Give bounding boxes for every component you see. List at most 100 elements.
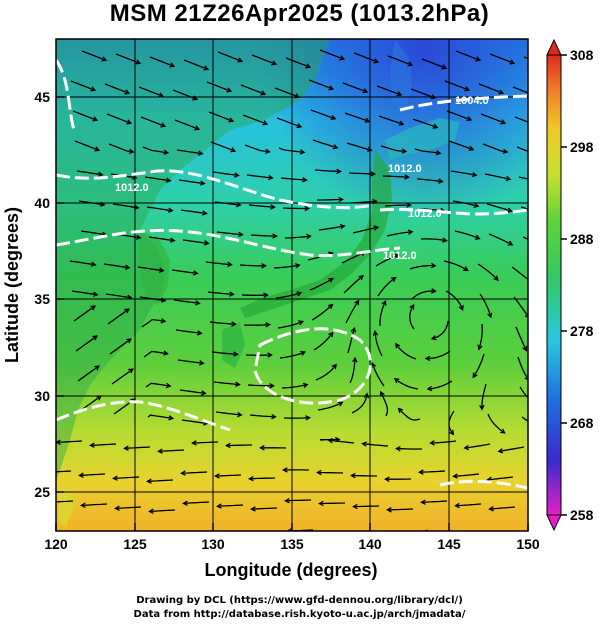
streamline xyxy=(141,318,166,328)
streamline xyxy=(115,506,142,510)
streamline-arrowhead xyxy=(192,270,199,276)
streamline xyxy=(106,113,132,124)
colorbar-tick: 298 xyxy=(570,139,594,155)
streamline xyxy=(517,356,528,381)
streamline xyxy=(214,201,241,206)
streamline xyxy=(285,57,311,68)
streamline-arrowhead xyxy=(386,507,392,513)
x-axis: 120 125 130 135 140 145 150 Longitude (d… xyxy=(44,523,540,580)
colorbar-tick: 278 xyxy=(570,323,594,339)
streamline-arrowhead xyxy=(47,500,51,504)
streamline xyxy=(520,206,528,210)
streamline xyxy=(344,112,370,123)
streamline-arrowhead xyxy=(493,275,499,281)
streamline xyxy=(481,383,487,410)
streamline xyxy=(211,351,238,355)
streamline-arrowhead xyxy=(454,502,460,509)
streamline xyxy=(515,326,527,351)
streamline xyxy=(421,500,448,503)
streamline-arrowhead xyxy=(506,207,513,213)
streamline xyxy=(488,233,513,246)
streamline-arrowhead xyxy=(269,383,275,389)
streamline xyxy=(281,383,308,389)
streamline xyxy=(176,149,203,155)
streamline-arrowhead xyxy=(114,505,120,511)
streamline xyxy=(430,440,457,444)
x-tick-label: 130 xyxy=(201,536,225,552)
streamline xyxy=(103,263,130,269)
streamline-arrowhead xyxy=(227,261,233,268)
streamline-arrowhead xyxy=(441,237,448,243)
streamline xyxy=(521,416,528,422)
streamline-arrowhead xyxy=(336,168,342,175)
streamline xyxy=(394,378,419,390)
streamline xyxy=(217,51,243,62)
streamline-arrowhead xyxy=(321,532,325,536)
streamline xyxy=(317,198,343,201)
y-axis-label: Latitude (degrees) xyxy=(2,207,22,363)
streamline xyxy=(147,479,174,483)
streamline-arrowhead xyxy=(265,322,271,328)
streamline xyxy=(480,113,506,124)
streamline-arrowhead xyxy=(94,365,100,371)
streamline-arrowhead xyxy=(372,198,378,205)
streamline xyxy=(56,500,74,503)
isobar-label: 1012.0 xyxy=(388,163,422,175)
colorbar-tick: 308 xyxy=(570,47,594,63)
streamline-arrowhead xyxy=(394,253,401,259)
streamline-arrowhead xyxy=(395,342,401,349)
streamline-arrowhead xyxy=(160,318,167,324)
streamline xyxy=(108,143,134,153)
colorbar-tick: 288 xyxy=(570,231,594,247)
streamline-arrowhead xyxy=(505,175,512,182)
streamline-arrowhead xyxy=(135,234,142,240)
streamline-arrowhead xyxy=(389,538,393,542)
streamline-arrowhead xyxy=(370,362,377,368)
x-tick-label: 125 xyxy=(123,536,147,552)
streamline-arrowhead xyxy=(339,55,346,61)
streamline xyxy=(387,508,414,511)
streamline xyxy=(321,533,347,534)
streamline-arrowhead xyxy=(338,196,344,203)
streamline xyxy=(318,225,345,231)
streamline-arrowhead xyxy=(332,144,339,150)
streamline xyxy=(419,470,446,473)
streamline xyxy=(375,254,400,267)
y-tick-label: 35 xyxy=(34,291,50,307)
temperature-field: 1012.0 1012.0 1012.0 1012.0 1004.0 xyxy=(47,39,528,542)
streamline-arrowhead xyxy=(265,148,271,155)
streamline-arrowhead xyxy=(163,149,170,156)
streamline xyxy=(70,80,96,91)
streamline-arrowhead xyxy=(498,89,505,95)
x-tick-label: 145 xyxy=(437,536,461,552)
isobar-label: 1004.0 xyxy=(455,95,489,107)
streamline xyxy=(396,447,422,450)
streamline xyxy=(79,473,106,477)
streamline-arrowhead xyxy=(327,437,333,444)
y-tick-label: 45 xyxy=(34,89,50,105)
streamline xyxy=(239,264,266,267)
streamline-arrowhead xyxy=(191,440,197,446)
streamline-arrowhead xyxy=(472,372,478,379)
streamline-arrowhead xyxy=(157,448,163,454)
streamline-arrowhead xyxy=(304,205,310,212)
streamline-arrowhead xyxy=(196,330,203,336)
streamline xyxy=(314,169,341,173)
streamline xyxy=(487,413,505,434)
streamline-arrowhead xyxy=(248,475,254,482)
streamline-arrowhead xyxy=(78,472,84,478)
streamline xyxy=(124,446,151,450)
streamline xyxy=(226,444,252,447)
streamline-arrowhead xyxy=(272,233,278,239)
streamline-arrowhead xyxy=(282,467,288,473)
streamline xyxy=(492,537,518,539)
streamline-arrowhead xyxy=(237,411,243,418)
streamline-arrowhead xyxy=(168,415,175,421)
streamline xyxy=(409,264,436,270)
streamline xyxy=(104,83,130,94)
streamline xyxy=(205,261,232,266)
streamline-arrowhead xyxy=(203,65,210,71)
streamline xyxy=(478,323,483,350)
streamline-arrowhead xyxy=(398,120,405,126)
streamline xyxy=(149,56,175,67)
